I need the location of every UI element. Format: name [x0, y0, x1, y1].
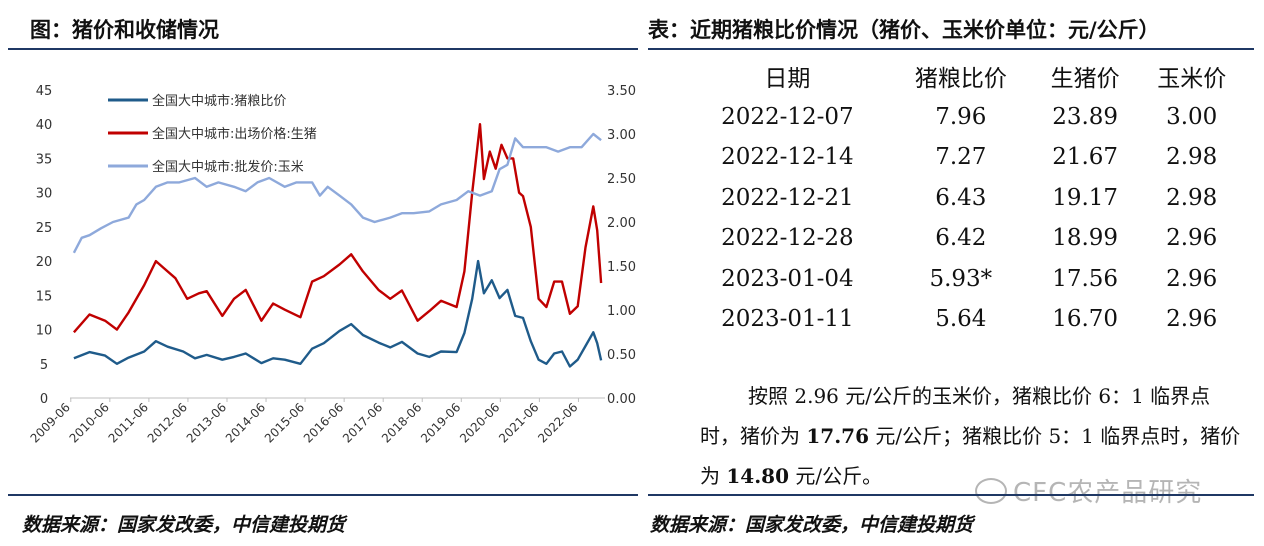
- y-left-tick-label: 40: [36, 118, 53, 133]
- header-corn-price: 玉米价: [1157, 66, 1227, 93]
- watermark-text: CFC农产品研究: [1013, 478, 1203, 508]
- series-line-corn-price: [72, 132, 602, 254]
- y-right-tick-label: 2.50: [607, 172, 636, 187]
- x-tick-label: 2018-06: [379, 400, 424, 445]
- y-right-tick-label: 2.00: [607, 216, 636, 231]
- x-tick-label: 2013-06: [184, 400, 229, 445]
- note-text-1: 按照 2.96 元/公斤的玉米价，猪粮比价 6：1 临界点时，猪价为: [700, 384, 1211, 448]
- x-tick-label: 2017-06: [340, 400, 385, 445]
- cell-date: 2023-01-11: [721, 306, 854, 333]
- table-header-row: 日期 猪粮比价 生猪价 玉米价: [685, 56, 1245, 97]
- y-left-tick-label: 45: [36, 84, 53, 99]
- x-tick-label: 2016-06: [301, 400, 346, 445]
- note-price-6to1: 17.76: [806, 424, 869, 448]
- y-right-tick-label: 3.50: [607, 84, 636, 99]
- table-row: 2022-12-07 7.96 23.89 3.00: [685, 97, 1245, 138]
- cell-corn-price: 3.00: [1166, 103, 1218, 130]
- footer-rule-right: [648, 494, 1254, 496]
- cell-hog-price: 19.17: [1052, 184, 1119, 211]
- y-left-tick-label: 5: [40, 358, 48, 373]
- table-row: 2023-01-04 5.93* 17.56 2.96: [685, 259, 1245, 300]
- ratio-table: 日期 猪粮比价 生猪价 玉米价 2022-12-07 7.96 23.89 3.…: [685, 56, 1245, 340]
- header-rule-right: [648, 48, 1254, 50]
- table-row: 2022-12-28 6.42 18.99 2.96: [685, 218, 1245, 259]
- source-left: 数据来源：国家发改委，中信建投期货: [22, 514, 346, 536]
- x-tick-label: 2010-06: [67, 400, 112, 445]
- table-row: 2022-12-14 7.27 21.67 2.98: [685, 137, 1245, 178]
- y-left-tick-label: 25: [36, 221, 53, 236]
- x-tick-label: 2022-06: [535, 400, 580, 445]
- note-text-3: 元/公斤。: [789, 464, 883, 488]
- footer-rule-left: [8, 494, 638, 496]
- legend-label-corn-price: 全国大中城市:批发价:玉米: [152, 159, 304, 175]
- watermark: CFC农产品研究: [975, 472, 1202, 509]
- y-left-tick-label: 10: [36, 324, 53, 339]
- cell-hog-price: 18.99: [1052, 225, 1119, 252]
- cell-date: 2022-12-28: [721, 225, 854, 252]
- note-price-5to1: 14.80: [726, 464, 789, 488]
- header-date: 日期: [764, 66, 811, 93]
- x-tick-label: 2019-06: [418, 400, 463, 445]
- cell-date: 2023-01-04: [721, 265, 854, 292]
- cell-hog-price: 23.89: [1052, 103, 1119, 130]
- y-right-tick-label: 3.00: [607, 128, 636, 143]
- x-tick-label: 2012-06: [145, 400, 190, 445]
- header-ratio: 猪粮比价: [914, 66, 1007, 93]
- cell-date: 2022-12-14: [721, 144, 854, 171]
- x-tick-label: 2015-06: [262, 400, 307, 445]
- y-right-tick-label: 1.00: [607, 304, 636, 319]
- note-text-2: 元/公斤；猪粮比价 5：1 临界点时，猪价为: [700, 424, 1241, 488]
- cell-date: 2022-12-21: [721, 184, 854, 211]
- table-row: 2023-01-11 5.64 16.70 2.96: [685, 299, 1245, 340]
- series-line-ratio: [73, 259, 603, 368]
- y-right-tick-label: 0.00: [607, 392, 636, 407]
- x-tick-label: 2011-06: [106, 400, 151, 445]
- table-row: 2022-12-21 6.43 19.17 2.98: [685, 178, 1245, 219]
- cell-hog-price: 17.56: [1052, 265, 1119, 292]
- threshold-note: 按照 2.96 元/公斤的玉米价，猪粮比价 6：1 临界点时，猪价为 17.76…: [700, 376, 1245, 496]
- cell-date: 2022-12-07: [721, 103, 854, 130]
- y-right-tick-label: 0.50: [607, 348, 636, 363]
- cell-hog-price: 16.70: [1052, 306, 1119, 333]
- x-tick-label: 2021-06: [496, 400, 541, 445]
- y-left-tick-label: 15: [36, 289, 53, 304]
- cell-corn-price: 2.98: [1166, 184, 1218, 211]
- cell-corn-price: 2.96: [1166, 265, 1218, 292]
- cell-ratio: 6.43: [935, 184, 987, 211]
- y-right-tick-label: 1.50: [607, 260, 636, 275]
- cell-corn-price: 2.96: [1166, 306, 1218, 333]
- cell-ratio: 5.64: [935, 306, 987, 333]
- y-left-tick-label: 0: [40, 392, 48, 407]
- cell-ratio: 7.27: [935, 144, 987, 171]
- legend-label-hog-price: 全国大中城市:出场价格:生猪: [152, 126, 317, 142]
- x-tick-label: 2014-06: [223, 400, 268, 445]
- chart-title: 图：猪价和收储情况: [30, 18, 219, 42]
- x-tick-label: 2009-06: [28, 400, 73, 445]
- cell-ratio: 7.96: [935, 103, 987, 130]
- cell-ratio: 6.42: [935, 225, 987, 252]
- wechat-icon: [975, 478, 1007, 504]
- table-title: 表：近期猪粮比价情况（猪价、玉米价单位：元/公斤）: [648, 18, 1160, 42]
- cell-ratio: 5.93*: [929, 265, 993, 292]
- cell-hog-price: 21.67: [1052, 144, 1119, 171]
- legend-label-ratio: 全国大中城市:猪粮比价: [152, 93, 286, 109]
- price-chart: 0 5 10 15 20 25 30 35 40 45 0.00 0.50 1.00 1.50 2.00 2.…: [28, 84, 636, 446]
- y-left-tick-label: 30: [36, 187, 53, 202]
- header-hog-price: 生猪价: [1050, 66, 1120, 93]
- y-left-tick-label: 35: [36, 152, 53, 167]
- y-left-tick-label: 20: [36, 255, 53, 270]
- x-tick-label: 2020-06: [457, 400, 502, 445]
- source-right: 数据来源：国家发改委，中信建投期货: [650, 514, 974, 536]
- cell-corn-price: 2.96: [1166, 225, 1218, 252]
- series-line-hog-price: [72, 122, 603, 334]
- header-rule-left: [8, 48, 638, 50]
- cell-corn-price: 2.98: [1166, 144, 1218, 171]
